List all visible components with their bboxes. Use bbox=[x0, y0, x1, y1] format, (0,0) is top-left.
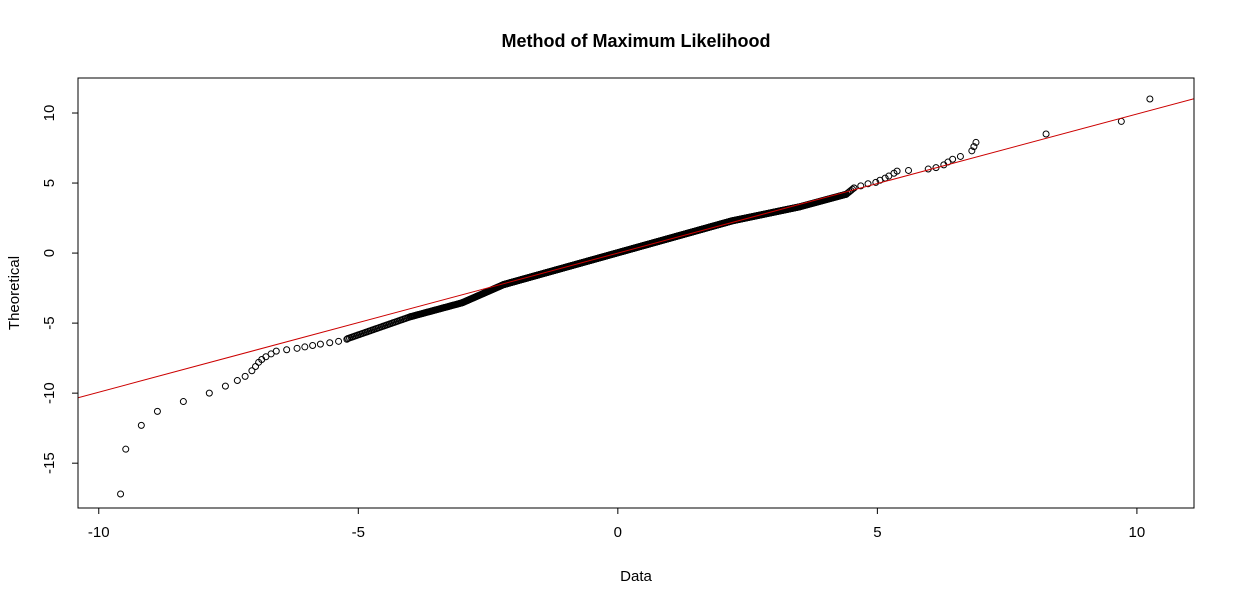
x-tick-label: 5 bbox=[873, 524, 881, 541]
data-point bbox=[893, 167, 901, 175]
x-tick-label: -5 bbox=[352, 524, 365, 541]
data-point bbox=[1146, 95, 1154, 103]
data-point bbox=[205, 389, 213, 397]
plot-frame bbox=[77, 77, 1195, 509]
data-point bbox=[267, 350, 275, 358]
data-points bbox=[117, 95, 1154, 498]
chart-title: Method of Maximum Likelihood bbox=[502, 31, 771, 51]
data-point bbox=[221, 382, 229, 390]
data-point bbox=[905, 166, 913, 174]
data-point bbox=[956, 152, 964, 160]
data-point bbox=[885, 172, 893, 180]
data-point bbox=[972, 138, 980, 146]
x-tick-label: -10 bbox=[88, 524, 110, 541]
data-point bbox=[262, 353, 270, 361]
data-point bbox=[968, 147, 976, 155]
data-point bbox=[137, 421, 145, 429]
y-tick-label: -10 bbox=[41, 382, 58, 404]
data-point bbox=[850, 184, 858, 192]
y-axis: -15 -10 -5 0 5 10 bbox=[41, 105, 79, 474]
y-tick-label: -15 bbox=[41, 452, 58, 474]
y-tick-label: 10 bbox=[41, 105, 58, 122]
data-point bbox=[117, 490, 125, 498]
data-point bbox=[326, 339, 334, 347]
data-point bbox=[857, 182, 865, 190]
data-point bbox=[335, 337, 343, 345]
data-point bbox=[316, 340, 324, 348]
data-point bbox=[283, 346, 291, 354]
data-point bbox=[1042, 130, 1050, 138]
x-tick-label: 10 bbox=[1129, 524, 1146, 541]
data-point bbox=[932, 164, 940, 172]
data-point bbox=[1117, 117, 1125, 125]
data-point bbox=[301, 343, 309, 351]
data-point bbox=[248, 367, 256, 375]
y-tick-label: 0 bbox=[41, 249, 58, 257]
y-tick-label: 5 bbox=[41, 179, 58, 187]
data-point bbox=[872, 178, 880, 186]
data-point bbox=[970, 143, 978, 151]
data-point bbox=[949, 155, 957, 163]
data-point bbox=[179, 398, 187, 406]
reference-line bbox=[78, 98, 1194, 399]
plot-area bbox=[77, 77, 1195, 509]
data-point bbox=[241, 372, 249, 380]
data-point bbox=[272, 347, 280, 355]
x-axis: -10 -5 0 5 10 bbox=[88, 507, 1146, 541]
data-point bbox=[293, 344, 301, 352]
data-point bbox=[864, 180, 872, 188]
data-point bbox=[153, 407, 161, 415]
y-axis-label: Theoretical bbox=[6, 256, 23, 330]
x-axis-label: Data bbox=[620, 568, 652, 585]
data-point bbox=[309, 342, 317, 350]
data-point bbox=[122, 445, 130, 453]
data-point bbox=[233, 377, 241, 385]
data-point bbox=[252, 363, 260, 371]
y-tick-label: -5 bbox=[41, 316, 58, 329]
x-tick-label: 0 bbox=[614, 524, 622, 541]
